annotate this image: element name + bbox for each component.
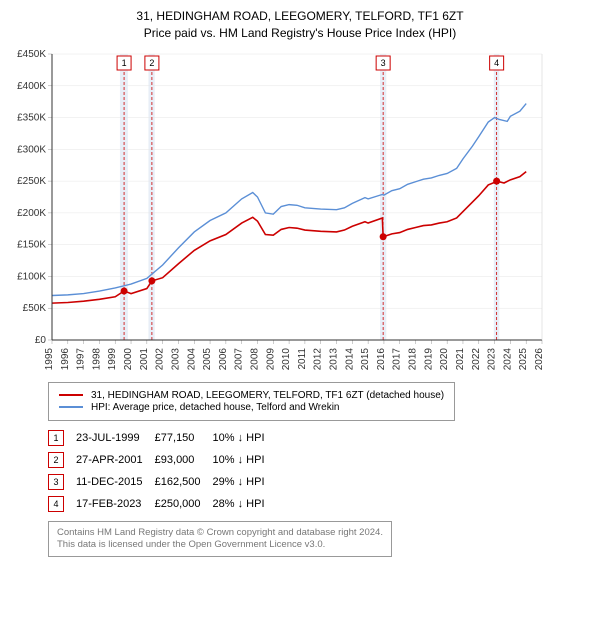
transaction-row: 2 27-APR-2001£93,00010% ↓ HPI xyxy=(48,449,277,471)
transaction-row: 3 11-DEC-2015£162,50029% ↓ HPI xyxy=(48,471,277,493)
transaction-date: 11-DEC-2015 xyxy=(76,471,155,493)
svg-text:2002: 2002 xyxy=(155,347,166,370)
svg-text:1: 1 xyxy=(122,58,127,68)
svg-text:2: 2 xyxy=(149,58,154,68)
transaction-marker: 2 xyxy=(48,452,64,468)
svg-text:£300K: £300K xyxy=(17,144,46,155)
svg-text:£100K: £100K xyxy=(17,271,46,282)
chart-area: £0 £50K £100K £150K £200K £250K £300K £350K £400… xyxy=(8,46,592,376)
legend-row: HPI: Average price, detached house, Telf… xyxy=(59,402,444,413)
svg-text:2004: 2004 xyxy=(186,347,197,370)
transactions-table: 1 23-JUL-1999£77,15010% ↓ HPI 2 27-APR-2001… xyxy=(48,427,277,515)
svg-text:1999: 1999 xyxy=(107,347,118,370)
transaction-price: £162,500 xyxy=(155,471,213,493)
svg-text:2026: 2026 xyxy=(534,347,545,370)
svg-text:1998: 1998 xyxy=(91,347,102,370)
transaction-price: £77,150 xyxy=(155,427,213,449)
svg-text:2019: 2019 xyxy=(423,347,434,370)
svg-text:2005: 2005 xyxy=(202,347,213,370)
svg-text:2020: 2020 xyxy=(439,347,450,370)
transaction-delta: 10% ↓ HPI xyxy=(213,449,277,471)
legend-swatch xyxy=(59,406,83,408)
legend-label: 31, HEDINGHAM ROAD, LEEGOMERY, TELFORD, … xyxy=(91,390,444,401)
transaction-marker: 4 xyxy=(48,496,64,512)
svg-text:£250K: £250K xyxy=(17,176,46,187)
chart-title: 31, HEDINGHAM ROAD, LEEGOMERY, TELFORD, … xyxy=(8,8,592,42)
svg-text:2011: 2011 xyxy=(297,347,308,369)
svg-text:2016: 2016 xyxy=(376,347,387,370)
svg-text:2010: 2010 xyxy=(281,347,292,370)
transaction-delta: 29% ↓ HPI xyxy=(213,471,277,493)
svg-text:4: 4 xyxy=(494,58,499,68)
transaction-marker: 1 xyxy=(48,430,64,446)
svg-text:2012: 2012 xyxy=(313,347,324,370)
svg-text:1997: 1997 xyxy=(76,347,87,370)
svg-text:1996: 1996 xyxy=(60,347,71,370)
transaction-row: 4 17-FEB-2023£250,00028% ↓ HPI xyxy=(48,493,277,515)
svg-text:2001: 2001 xyxy=(139,347,150,370)
svg-text:2003: 2003 xyxy=(170,347,181,370)
title-line2: Price paid vs. HM Land Registry's House … xyxy=(8,25,592,42)
footer-attribution: Contains HM Land Registry data © Crown c… xyxy=(48,521,392,558)
svg-text:£150K: £150K xyxy=(17,239,46,250)
legend: 31, HEDINGHAM ROAD, LEEGOMERY, TELFORD, … xyxy=(48,382,455,421)
svg-text:2023: 2023 xyxy=(487,347,498,370)
svg-text:2014: 2014 xyxy=(344,347,355,370)
svg-text:2025: 2025 xyxy=(518,347,529,370)
svg-text:2018: 2018 xyxy=(408,347,419,370)
transaction-date: 23-JUL-1999 xyxy=(76,427,155,449)
price-chart: £0 £50K £100K £150K £200K £250K £300K £350K £400… xyxy=(8,46,548,376)
svg-text:2009: 2009 xyxy=(265,347,276,370)
legend-row: 31, HEDINGHAM ROAD, LEEGOMERY, TELFORD, … xyxy=(59,390,444,401)
svg-text:2021: 2021 xyxy=(455,347,466,370)
transaction-row: 1 23-JUL-1999£77,15010% ↓ HPI xyxy=(48,427,277,449)
svg-text:2022: 2022 xyxy=(471,347,482,370)
svg-text:£50K: £50K xyxy=(23,303,47,314)
svg-text:1995: 1995 xyxy=(44,347,55,370)
svg-text:£450K: £450K xyxy=(17,49,46,60)
svg-text:2008: 2008 xyxy=(249,347,260,370)
transaction-marker: 3 xyxy=(48,474,64,490)
transaction-date: 27-APR-2001 xyxy=(76,449,155,471)
svg-text:£0: £0 xyxy=(35,335,47,346)
svg-text:£350K: £350K xyxy=(17,112,46,123)
legend-swatch xyxy=(59,394,83,396)
transaction-price: £93,000 xyxy=(155,449,213,471)
footer-line1: Contains HM Land Registry data © Crown c… xyxy=(57,527,383,539)
svg-text:£400K: £400K xyxy=(17,80,46,91)
svg-text:2015: 2015 xyxy=(360,347,371,370)
svg-text:3: 3 xyxy=(381,58,386,68)
svg-text:2013: 2013 xyxy=(329,347,340,370)
transaction-delta: 28% ↓ HPI xyxy=(213,493,277,515)
transaction-date: 17-FEB-2023 xyxy=(76,493,155,515)
footer-line2: This data is licensed under the Open Gov… xyxy=(57,539,383,551)
svg-text:2017: 2017 xyxy=(392,347,403,370)
title-line1: 31, HEDINGHAM ROAD, LEEGOMERY, TELFORD, … xyxy=(8,8,592,25)
svg-text:2007: 2007 xyxy=(234,347,245,370)
transaction-delta: 10% ↓ HPI xyxy=(213,427,277,449)
svg-text:2024: 2024 xyxy=(502,347,513,370)
svg-text:2006: 2006 xyxy=(218,347,229,370)
svg-text:2000: 2000 xyxy=(123,347,134,370)
svg-text:£200K: £200K xyxy=(17,207,46,218)
legend-label: HPI: Average price, detached house, Telf… xyxy=(91,402,340,413)
transaction-price: £250,000 xyxy=(155,493,213,515)
